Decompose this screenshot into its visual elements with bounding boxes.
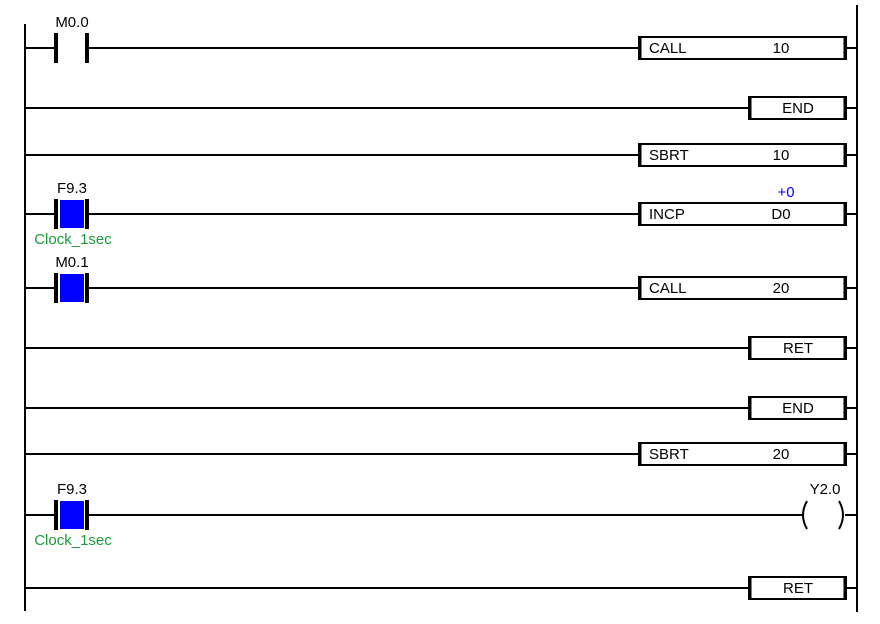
instruction-current-value: +0 — [777, 184, 794, 201]
instruction-operand: 20 — [773, 280, 790, 297]
instruction-end[interactable]: END — [748, 96, 847, 120]
instruction-end[interactable]: END — [748, 396, 847, 420]
instruction-op: END — [782, 100, 814, 117]
instruction-operand: 10 — [773, 147, 790, 164]
coil-right-paren — [838, 500, 844, 530]
instruction-incp[interactable]: INCP D0 +0 — [638, 184, 847, 226]
instruction-op: RET — [783, 580, 813, 597]
instruction-op: CALL — [649, 280, 687, 297]
rung[interactable]: F9.3 Clock_1sec Y2.0 — [25, 481, 857, 549]
instruction-sbrt[interactable]: SBRT 10 — [638, 143, 847, 167]
coil-Y2.0[interactable]: Y2.0 — [802, 481, 844, 530]
contact-active-fill — [60, 200, 84, 228]
instruction-operand: D0 — [771, 206, 790, 223]
rung[interactable]: END — [25, 96, 857, 120]
instruction-call[interactable]: CALL 10 — [638, 36, 847, 60]
contact-comment: Clock_1sec — [34, 231, 112, 248]
instruction-op: SBRT — [649, 446, 689, 463]
contact-address: M0.0 — [55, 14, 88, 31]
coil-address: Y2.0 — [810, 481, 841, 498]
contact-F9.3[interactable]: F9.3 Clock_1sec — [34, 180, 112, 248]
rung[interactable]: END — [25, 396, 857, 420]
rung[interactable]: SBRT 20 — [25, 442, 857, 466]
instruction-ret[interactable]: RET — [748, 336, 847, 360]
rung[interactable]: RET — [25, 336, 857, 360]
contact-M0.1[interactable]: M0.1 — [54, 254, 89, 303]
rung[interactable]: SBRT 10 — [25, 143, 857, 167]
rung[interactable]: M0.1 CALL 20 — [25, 254, 857, 303]
instruction-op: END — [782, 400, 814, 417]
rung[interactable]: M0.0 CALL 10 — [25, 14, 857, 63]
rung[interactable]: F9.3 Clock_1sec INCP D0 +0 — [25, 180, 857, 248]
instruction-op: INCP — [649, 206, 685, 223]
contact-address: M0.1 — [55, 254, 88, 271]
contact-address: F9.3 — [57, 180, 87, 197]
contact-M0.0[interactable]: M0.0 — [54, 14, 89, 63]
instruction-op: CALL — [649, 40, 687, 57]
instruction-call[interactable]: CALL 20 — [638, 276, 847, 300]
contact-active-fill — [60, 274, 84, 302]
contact-address: F9.3 — [57, 481, 87, 498]
instruction-operand: 10 — [773, 40, 790, 57]
rung[interactable]: RET — [25, 576, 857, 600]
contact-active-fill — [60, 501, 84, 529]
instruction-op: RET — [783, 340, 813, 357]
instruction-operand: 20 — [773, 446, 790, 463]
coil-left-paren — [802, 500, 808, 530]
instruction-ret[interactable]: RET — [748, 576, 847, 600]
contact-comment: Clock_1sec — [34, 532, 112, 549]
instruction-sbrt[interactable]: SBRT 20 — [638, 442, 847, 466]
instruction-op: SBRT — [649, 147, 689, 164]
contact-F9.3[interactable]: F9.3 Clock_1sec — [34, 481, 112, 549]
